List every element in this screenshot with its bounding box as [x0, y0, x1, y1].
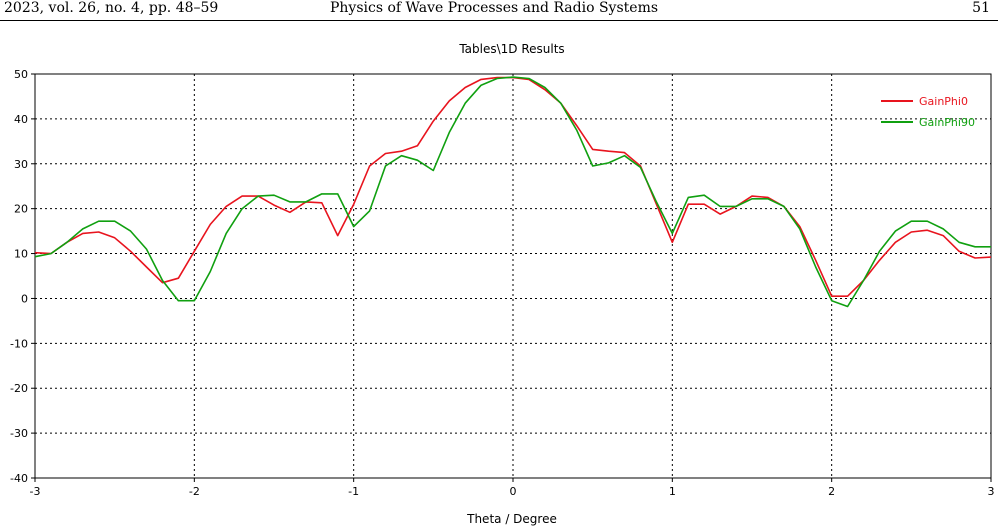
y-tick-label: -40	[10, 472, 28, 485]
y-tick-label: 0	[21, 292, 28, 305]
legend-label: GainPhi90	[919, 116, 975, 129]
x-tick-label: 0	[510, 485, 517, 498]
legend-label: GainPhi0	[919, 95, 968, 108]
journal-title: Physics of Wave Processes and Radio Syst…	[330, 0, 659, 16]
legend: GainPhi0 GainPhi90	[881, 95, 975, 129]
y-tick-label: 20	[14, 203, 28, 216]
grid-lines	[35, 74, 991, 478]
series-layer	[34, 76, 992, 308]
x-tick-label: 1	[669, 485, 676, 498]
y-tick-label: 10	[14, 248, 28, 261]
page-number: 51	[972, 0, 990, 16]
plot-frame	[34, 73, 992, 479]
x-tick-label: -3	[30, 485, 41, 498]
journal-citation: 2023, vol. 26, no. 4, pp. 48–59	[4, 0, 219, 16]
y-tick-label: -30	[10, 427, 28, 440]
y-tick-label: -10	[10, 337, 28, 350]
chart-title: Tables\1D Results	[458, 42, 564, 56]
y-tick-label: 30	[14, 158, 28, 171]
y-tick-label: 50	[14, 68, 28, 81]
y-axis-ticks: 50 40 30 20 10 0 -10 -20 -30 -40	[10, 68, 35, 485]
x-tick-label: -1	[348, 485, 359, 498]
x-axis-label: Theta / Degree	[466, 512, 557, 526]
series-line-gainphi90	[34, 76, 991, 308]
x-tick-label: -2	[189, 485, 200, 498]
y-tick-label: 40	[14, 113, 28, 126]
x-axis-ticks: -3 -2 -1 0 1 2 3	[30, 478, 995, 498]
x-tick-label: 3	[988, 485, 995, 498]
y-tick-label: -20	[10, 382, 28, 395]
x-tick-label: 2	[828, 485, 835, 498]
page-header: 2023, vol. 26, no. 4, pp. 48–59 Physics …	[0, 0, 998, 21]
